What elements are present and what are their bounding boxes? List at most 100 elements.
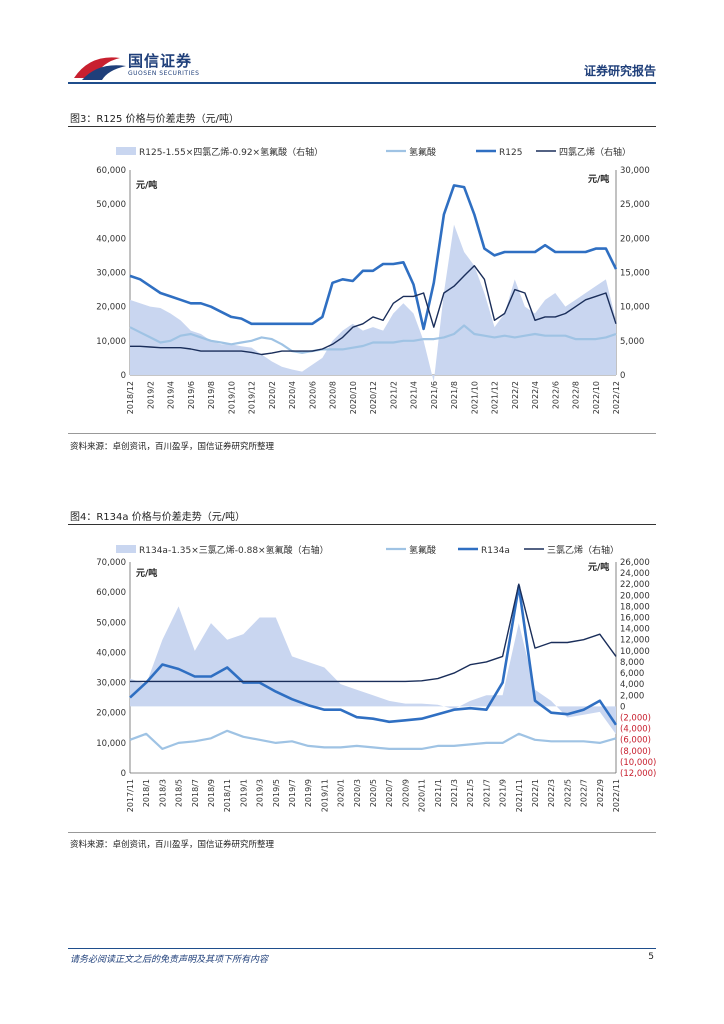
x-tick-label: 2022/3 <box>547 779 556 807</box>
y-tick-right: (4,000) <box>620 725 651 735</box>
x-tick-label: 2018/11 <box>223 779 232 812</box>
x-tick-label: 2021/11 <box>515 779 524 812</box>
x-tick-label: 2022/2 <box>511 381 520 409</box>
x-tick-label: 2020/4 <box>288 381 297 409</box>
x-tick-label: 2019/6 <box>187 381 196 409</box>
x-tick-label: 2021/4 <box>410 381 419 409</box>
footer-divider <box>68 948 656 949</box>
y-tick-right: 10,000 <box>620 303 650 313</box>
series-line-3 <box>130 264 617 356</box>
x-tick-label: 2021/6 <box>430 381 439 409</box>
x-tick-label: 2020/3 <box>353 779 362 807</box>
y-tick-right: 20,000 <box>620 234 650 244</box>
figure3-title: 图3：R125 价格与价差走势（元/吨） <box>70 114 239 125</box>
x-tick-label: 2022/10 <box>592 381 601 414</box>
x-tick-label: 2020/6 <box>308 381 317 409</box>
x-tick-label: 2020/1 <box>337 779 346 807</box>
figure4-chart: R134a-1.35×三氯乙烯-0.88×氢氟酸（右轴） 氢氟酸 R134a 三氯乙烯… <box>96 544 656 812</box>
x-tick-label: 2020/7 <box>385 779 394 807</box>
legend-swatch-0 <box>116 545 136 553</box>
x-tick-label: 2021/5 <box>466 779 475 807</box>
unit-label-right: 元/吨 <box>588 173 609 185</box>
y-tick-right: 15,000 <box>620 269 650 279</box>
x-tick-label: 2019/3 <box>256 779 265 807</box>
x-tick-label: 2019/10 <box>227 381 236 414</box>
y-tick-left: 30,000 <box>96 269 126 279</box>
x-tick-label: 2022/6 <box>551 381 560 409</box>
legend-label-0: R134a-1.35×三氯乙烯-0.88×氢氟酸（右轴） <box>139 544 329 556</box>
x-tick-label: 2022/8 <box>572 381 581 409</box>
y-tick-left: 10,000 <box>96 337 126 347</box>
x-tick-label: 2017/11 <box>126 779 135 812</box>
x-tick-label: 2018/12 <box>126 381 135 414</box>
y-tick-right: (12,000) <box>620 769 656 779</box>
y-tick-right: 18,000 <box>620 602 650 612</box>
y-tick-left: 60,000 <box>96 588 126 598</box>
y-tick-left: 0 <box>121 371 126 381</box>
figure4-top-rule <box>68 524 656 525</box>
legend-swatch-0 <box>116 147 136 155</box>
x-tick-label: 2018/3 <box>158 779 167 807</box>
report-type: 证券研究报告 <box>583 64 656 78</box>
x-tick-label: 2020/10 <box>349 381 358 414</box>
y-tick-right: 6,000 <box>620 669 644 679</box>
x-tick-label: 2020/8 <box>329 381 338 409</box>
y-tick-right: (8,000) <box>620 747 651 757</box>
figure3-source: 资料来源：卓创资讯，百川盈孚，国信证券研究所整理 <box>70 442 275 452</box>
x-tick-label: 2021/7 <box>482 779 491 807</box>
x-tick-label: 2022/11 <box>612 779 621 812</box>
y-tick-left: 40,000 <box>96 648 126 658</box>
brand-name-en: GUOSEN SECURITIES <box>128 70 200 77</box>
unit-label-left: 元/吨 <box>136 567 157 579</box>
x-tick-label: 2021/8 <box>450 381 459 409</box>
x-tick-label: 2019/7 <box>288 779 297 807</box>
legend-label-3: 四氯乙烯（右轴） <box>559 146 631 158</box>
y-tick-right: 0 <box>620 702 625 712</box>
legend-label-3: 三氯乙烯（右轴） <box>547 544 619 556</box>
series-line-2 <box>129 184 618 331</box>
x-tick-label: 2019/1 <box>239 779 248 807</box>
y-tick-right: 10,000 <box>620 647 650 657</box>
legend-label-2: R125 <box>499 148 522 158</box>
x-tick-label: 2018/5 <box>175 779 184 807</box>
y-tick-right: 14,000 <box>620 625 650 635</box>
disclaimer: 请务必阅读正文之后的免责声明及其项下所有内容 <box>70 955 269 965</box>
x-tick-label: 2022/5 <box>563 779 572 807</box>
y-tick-right: 8,000 <box>620 658 644 668</box>
y-tick-left: 30,000 <box>96 679 126 689</box>
y-tick-left: 50,000 <box>96 618 126 628</box>
figure3-top-rule <box>68 126 656 127</box>
x-tick-label: 2021/10 <box>470 381 479 414</box>
y-tick-left: 40,000 <box>96 234 126 244</box>
x-tick-label: 2022/4 <box>531 381 540 409</box>
y-tick-left: 10,000 <box>96 739 126 749</box>
x-tick-label: 2020/5 <box>369 779 378 807</box>
y-tick-left: 50,000 <box>96 200 126 210</box>
x-tick-label: 2019/2 <box>146 381 155 409</box>
x-tick-label: 2020/2 <box>268 381 277 409</box>
y-tick-right: 22,000 <box>620 580 650 590</box>
series-line-1 <box>129 729 617 750</box>
x-tick-label: 2022/1 <box>531 779 540 807</box>
y-tick-left: 60,000 <box>96 166 126 176</box>
figure4-bottom-rule <box>68 832 656 833</box>
legend-label-1: 氢氟酸 <box>409 544 436 556</box>
figure3-bottom-rule <box>68 433 656 434</box>
y-tick-right: (10,000) <box>620 758 656 768</box>
header-divider <box>68 82 656 84</box>
unit-label-right: 元/吨 <box>588 561 609 573</box>
x-tick-label: 2019/4 <box>167 381 176 409</box>
series-area-0 <box>130 606 616 735</box>
y-tick-right: 25,000 <box>620 200 650 210</box>
figure4-title: 图4：R134a 价格与价差走势（元/吨） <box>70 512 246 523</box>
y-tick-right: 12,000 <box>620 636 650 646</box>
x-tick-label: 2022/9 <box>596 779 605 807</box>
x-tick-label: 2019/8 <box>207 381 216 409</box>
series-line-3 <box>130 583 617 683</box>
x-tick-label: 2022/12 <box>612 381 621 414</box>
legend-label-0: R125-1.55×四氯乙烯-0.92×氢氟酸（右轴） <box>139 146 323 158</box>
x-tick-label: 2019/12 <box>248 381 257 414</box>
x-tick-label: 2021/2 <box>389 381 398 409</box>
y-tick-right: (2,000) <box>620 713 651 723</box>
series-line-2 <box>129 584 618 726</box>
